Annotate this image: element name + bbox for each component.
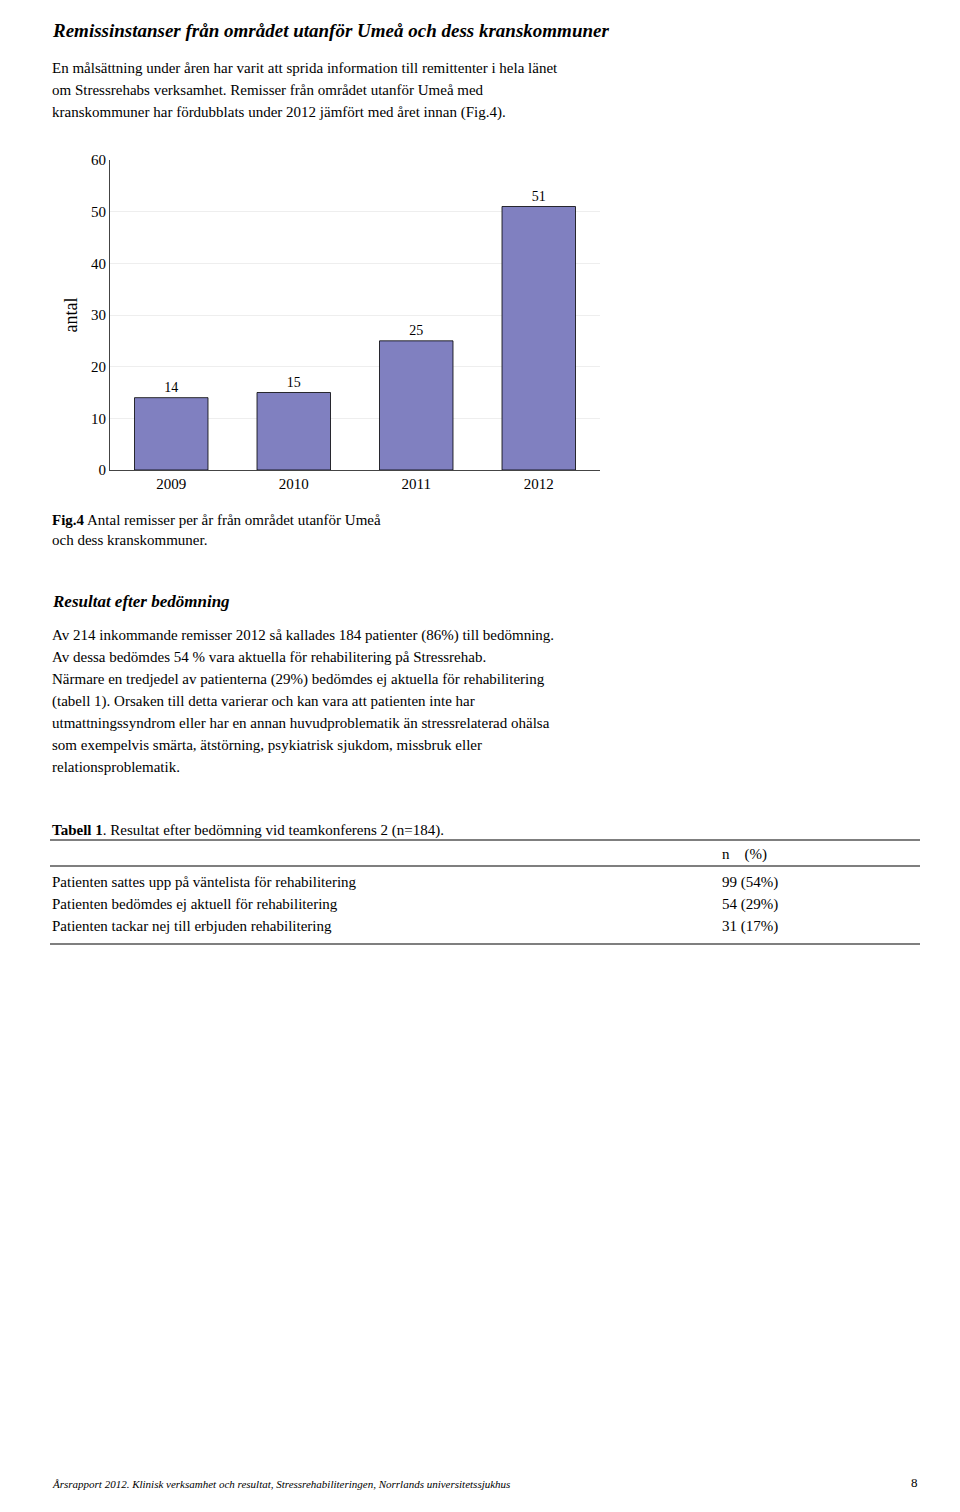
svg-text:Remissinstanser från området u: Remissinstanser från området utanför Ume… xyxy=(52,20,609,41)
svg-text:8: 8 xyxy=(911,1475,918,1490)
svg-text:2010: 2010 xyxy=(279,476,309,492)
svg-text:10: 10 xyxy=(91,411,106,427)
svg-text:2009: 2009 xyxy=(156,476,186,492)
svg-text:och dess kranskommuner.: och dess kranskommuner. xyxy=(52,532,207,548)
svg-text:60: 60 xyxy=(91,152,106,168)
svg-text:Närmare en tredjedel av patien: Närmare en tredjedel av patienterna (29%… xyxy=(52,671,545,688)
svg-text:Av dessa bedömdes 54 % vara ak: Av dessa bedömdes 54 % vara aktuella för… xyxy=(52,649,486,665)
svg-text:40: 40 xyxy=(91,256,106,272)
svg-text:(tabell 1). Orsaken till detta: (tabell 1). Orsaken till detta varierar … xyxy=(52,693,475,710)
svg-text:14: 14 xyxy=(164,380,178,395)
svg-text:2011: 2011 xyxy=(402,476,431,492)
svg-text:Patienten bedömdes ej aktuell: Patienten bedömdes ej aktuell för rehabi… xyxy=(52,896,338,912)
svg-text:Tabell 1. Resultat efter bedöm: Tabell 1. Resultat efter bedömning vid t… xyxy=(52,822,444,839)
svg-text:31 (17%): 31 (17%) xyxy=(722,918,778,935)
svg-text:99 (54%): 99 (54%) xyxy=(722,874,778,891)
svg-text:kranskommuner har fördubblats: kranskommuner har fördubblats under 2012… xyxy=(52,104,506,121)
svg-text:54 (29%): 54 (29%) xyxy=(722,896,778,913)
svg-text:25: 25 xyxy=(409,323,423,338)
svg-text:relationsproblematik.: relationsproblematik. xyxy=(52,759,180,775)
svg-text:utmattningssyndrom eller har e: utmattningssyndrom eller har en annan hu… xyxy=(52,715,550,731)
svg-text:Resultat efter bedömning: Resultat efter bedömning xyxy=(52,592,230,611)
svg-text:0: 0 xyxy=(99,462,107,478)
svg-text:30: 30 xyxy=(91,307,106,323)
svg-text:15: 15 xyxy=(287,375,301,390)
svg-text:51: 51 xyxy=(532,189,546,204)
svg-text:Av 214 inkommande remisser 201: Av 214 inkommande remisser 2012 så kalla… xyxy=(52,627,554,644)
svg-text:Patienten tackar nej till erbj: Patienten tackar nej till erbjuden rehab… xyxy=(52,918,332,934)
svg-text:som exempelvis smärta, ätstörn: som exempelvis smärta, ätstörning, psyki… xyxy=(52,737,482,753)
svg-text:En målsättning under åren har: En målsättning under åren har varit att … xyxy=(52,60,558,76)
svg-text:2012: 2012 xyxy=(524,476,554,492)
svg-text:antal: antal xyxy=(61,298,81,333)
svg-text:Årsrapport 2012. Klinisk verks: Årsrapport 2012. Klinisk verksamhet och … xyxy=(52,1478,510,1490)
svg-text:20: 20 xyxy=(91,359,106,375)
svg-text:n (%): n (%) xyxy=(722,846,767,863)
svg-text:om Stressrehabs verksamhet. Re: om Stressrehabs verksamhet. Remisser frå… xyxy=(52,82,484,98)
svg-text:50: 50 xyxy=(91,204,106,220)
svg-text:Fig.4 Antal remisser per år fr: Fig.4 Antal remisser per år från området… xyxy=(52,512,381,528)
svg-text:Patienten sattes upp på väntel: Patienten sattes upp på väntelista för r… xyxy=(52,874,357,890)
